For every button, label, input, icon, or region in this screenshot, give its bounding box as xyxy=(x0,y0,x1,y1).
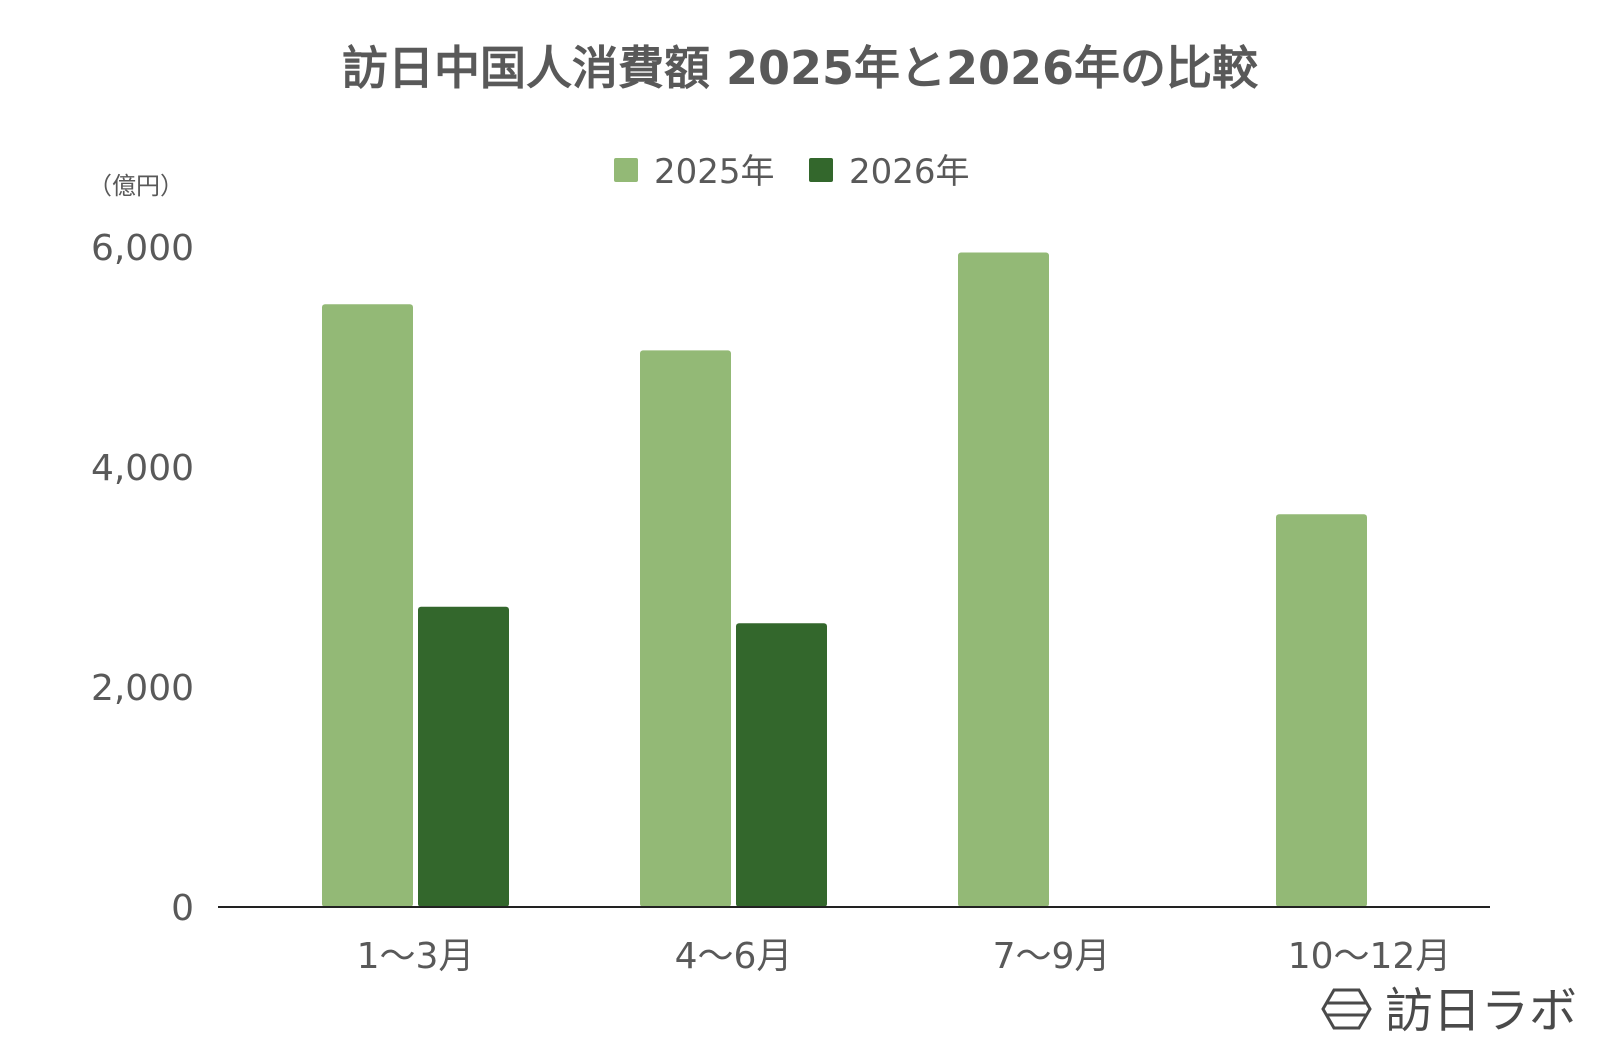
bar xyxy=(958,252,1049,907)
legend-swatch xyxy=(809,158,833,182)
bar xyxy=(418,606,509,907)
bar xyxy=(736,623,827,907)
y-tick-label: 0 xyxy=(171,888,194,929)
bar xyxy=(322,304,413,907)
y-tick-label: 4,000 xyxy=(91,448,194,489)
bar xyxy=(640,350,731,907)
y-tick-label: 2,000 xyxy=(91,668,194,709)
y-tick-label: 6,000 xyxy=(91,228,194,269)
legend-label: 2026年 xyxy=(849,152,970,192)
y-axis-unit-label: （億円） xyxy=(88,172,184,200)
legend-swatch xyxy=(614,158,638,182)
brand-logo: 訪日ラボ xyxy=(1321,983,1577,1039)
x-axis-categories: 1〜3月 4〜6月 7〜9月 10〜12月 xyxy=(357,936,1452,977)
bar xyxy=(1276,514,1367,907)
x-category-label: 10〜12月 xyxy=(1288,936,1452,977)
hexagon-logo-icon xyxy=(1321,988,1372,1030)
x-category-label: 1〜3月 xyxy=(357,936,475,977)
y-axis-ticks: 0 2,000 4,000 6,000 xyxy=(91,228,194,929)
x-category-label: 7〜9月 xyxy=(993,936,1111,977)
x-category-label: 4〜6月 xyxy=(675,936,793,977)
bars xyxy=(322,252,1367,907)
legend-label: 2025年 xyxy=(654,152,775,192)
chart-title: 訪日中国人消費額 2025年と2026年の比較 xyxy=(342,41,1259,95)
brand-name: 訪日ラボ xyxy=(1385,983,1577,1039)
legend: 2025年 2026年 xyxy=(614,152,970,192)
